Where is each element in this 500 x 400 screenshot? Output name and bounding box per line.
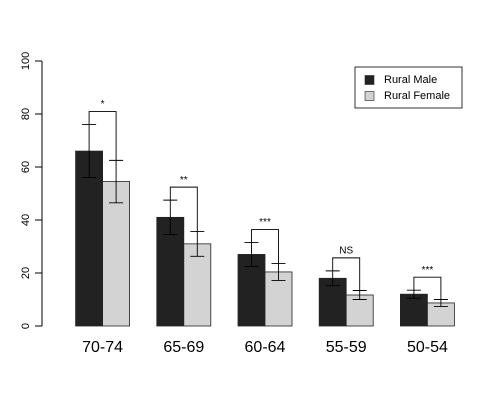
bar [318, 277, 347, 327]
significance-label: NS [339, 246, 353, 257]
x-tick-label: 70-74 [82, 339, 123, 356]
significance-label: *** [259, 217, 271, 228]
y-tick-label: 20 [20, 267, 32, 279]
x-tick-label: 55-59 [326, 339, 367, 356]
y-tick-label: 80 [20, 108, 32, 120]
significance-bracket [413, 276, 442, 300]
significance-bracket [332, 257, 361, 291]
bar [102, 181, 130, 327]
significance-bracket [251, 229, 279, 264]
bar [183, 243, 212, 327]
bar [399, 293, 428, 327]
bar [75, 150, 103, 327]
legend-swatch [364, 91, 375, 101]
bar [345, 294, 374, 327]
significance-label: ** [180, 175, 188, 186]
legend-swatch [364, 75, 375, 85]
y-tick-label: 0 [20, 323, 32, 329]
legend-label: Rural Female [384, 90, 450, 102]
significance-bracket [88, 111, 117, 161]
significance-bracket [169, 186, 198, 232]
legend-label: Rural Male [384, 74, 437, 86]
significance-label: *** [422, 265, 434, 276]
legend-box [354, 66, 463, 109]
significance-label: * [101, 99, 105, 110]
y-tick-label: 100 [20, 52, 32, 70]
x-tick-label: 65-69 [163, 339, 204, 356]
x-tick-label: 50-54 [407, 339, 448, 356]
x-tick-label: 60-64 [245, 339, 286, 356]
y-tick-label: 60 [20, 161, 32, 173]
y-tick-label: 40 [20, 214, 32, 226]
